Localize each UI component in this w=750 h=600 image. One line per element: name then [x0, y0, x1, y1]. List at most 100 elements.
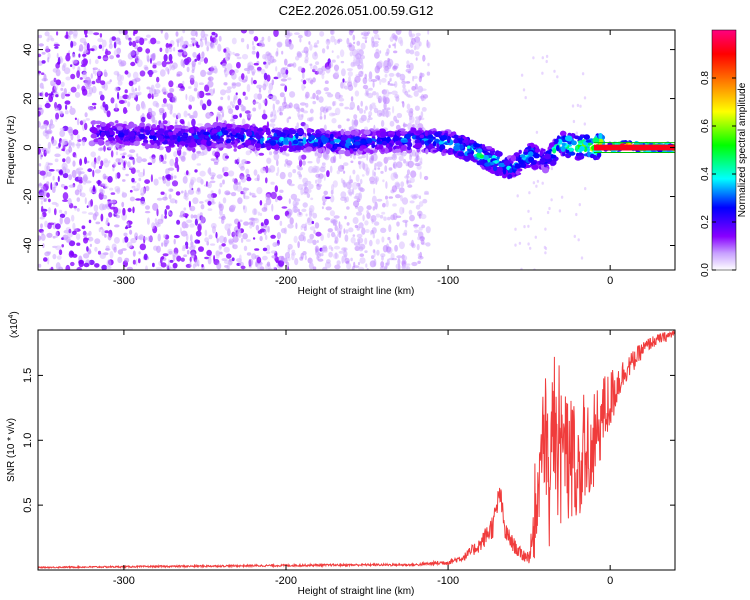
spectrogram-ridge-blob: [333, 144, 338, 150]
spectrogram-speckle: [76, 242, 81, 246]
spectrogram-speckle: [284, 158, 289, 164]
spectrogram-speckle: [302, 79, 307, 85]
spectrogram-speckle: [183, 51, 188, 56]
spectrogram-speckle: [364, 237, 368, 245]
spectrogram-speckle: [110, 97, 115, 104]
spectrogram-speckle: [38, 120, 41, 128]
spectrogram-ridge-blob: [577, 152, 584, 156]
spectrogram-speckle: [69, 107, 76, 116]
spectrogram-speckle: [372, 206, 375, 211]
spectrogram-speckle: [58, 110, 64, 115]
spectrogram-speckle: [42, 243, 45, 249]
spectrogram-speckle: [198, 246, 204, 252]
spectrogram-speckle: [411, 261, 418, 267]
spectrogram-speckle: [402, 122, 406, 128]
spectrogram-speckle: [135, 198, 142, 201]
spectrogram-marks: [38, 30, 675, 270]
spectrogram-speckle: [121, 248, 127, 251]
spectrogram-speckle: [412, 124, 415, 127]
spectrogram-speckle: [346, 37, 350, 45]
spectrogram-speckle: [409, 177, 415, 184]
spectrogram-speckle: [268, 82, 274, 91]
spectrogram-ridge-blob: [112, 125, 116, 129]
spectrogram-speckle: [373, 107, 379, 114]
x-tick-label: -300: [113, 275, 135, 287]
spectrogram-speckle: [188, 200, 191, 208]
spectrogram-speckle: [361, 154, 367, 159]
spectrogram-ridge-blob: [266, 145, 272, 151]
spectrogram-speckle: [389, 239, 392, 244]
spectrogram-speckle: [359, 257, 366, 264]
spectrogram-speckle: [83, 49, 87, 54]
spectrogram-ridge-blob: [432, 141, 437, 147]
snr-x-ticks: -300 -200 -100 0: [113, 330, 613, 587]
spectrogram-ridge-blob: [528, 156, 535, 162]
spectrogram-speckle: [89, 243, 92, 247]
spectrogram-speckle: [375, 213, 381, 218]
spectrogram-speckle: [218, 203, 222, 209]
spectrogram-speckle: [425, 242, 431, 247]
spectrogram-speckle: [252, 79, 257, 85]
spectrogram-speckle: [38, 163, 42, 167]
spectrogram-speckle: [85, 180, 92, 184]
spectrogram-speckle: [188, 43, 193, 47]
spectrogram-ridge-blob: [427, 139, 432, 144]
spectrogram-ridge-blob: [400, 139, 409, 143]
spectrogram-speckle: [46, 232, 53, 238]
spectrogram-speckle: [92, 67, 99, 71]
spectrogram-speckle: [391, 257, 398, 261]
spectrogram-speckle: [169, 109, 173, 115]
spectrogram-speckle: [206, 45, 209, 52]
spectrogram-speckle: [166, 61, 171, 65]
spectrogram-speckle: [287, 243, 293, 250]
spectrogram-speckle: [113, 206, 119, 214]
spectrogram-speckle: [296, 122, 300, 129]
spectrogram-speckle: [387, 81, 390, 85]
spectrogram-ridge-blob: [168, 125, 175, 130]
spectrogram-speckle: [59, 216, 63, 225]
spectrogram-speckle: [260, 222, 264, 227]
spectrogram-ridge-blob: [415, 130, 423, 135]
spectrogram-speckle: [268, 151, 273, 156]
spectrogram-speckle: [217, 106, 223, 111]
spectrogram-speckle: [331, 231, 336, 238]
spectrogram-speckle: [414, 151, 419, 159]
spectrogram-speckle: [276, 109, 280, 113]
spectrogram-ridge-blob: [493, 166, 497, 172]
spectrogram-speckle: [266, 95, 273, 99]
spectrogram-ridge-blob: [333, 138, 341, 143]
spectrogram-speckle: [259, 200, 263, 206]
spectrogram-speckle: [387, 236, 391, 241]
spectrogram-ridge-blob: [295, 132, 299, 139]
spectrogram-speckle: [292, 206, 299, 213]
spectrogram-speckle: [284, 85, 288, 92]
spectrogram-ridge-blob: [585, 139, 592, 143]
spectrogram-speckle: [363, 109, 366, 114]
spectrogram-speckle: [550, 198, 553, 202]
spectrogram-speckle: [331, 50, 334, 53]
spectrogram-speckle: [115, 37, 121, 45]
spectrogram-ridge-blob: [486, 146, 493, 150]
spectrogram-speckle: [394, 81, 398, 88]
spectrogram-ridge-blob: [144, 129, 150, 133]
spectrogram-speckle: [237, 232, 242, 238]
spectrogram-speckle: [93, 106, 96, 110]
spectrogram-speckle: [304, 254, 307, 261]
spectrogram-speckle: [91, 102, 97, 106]
spectrogram-speckle: [156, 76, 160, 83]
spectrogram-speckle: [293, 235, 298, 243]
spectrogram-speckle: [39, 170, 46, 176]
spectrogram-speckle: [386, 156, 390, 162]
spectrogram-speckle: [384, 110, 391, 118]
spectrogram-speckle: [78, 259, 84, 268]
spectrogram-speckle: [248, 30, 254, 35]
spectrogram-speckle: [265, 234, 268, 241]
spectrogram-speckle: [242, 205, 246, 210]
spectrogram-speckle: [398, 241, 405, 250]
spectrogram-speckle: [245, 168, 250, 175]
spectrogram-speckle: [388, 167, 393, 171]
spectrogram-speckle: [361, 36, 368, 40]
colorbar-tick-label: 0.8: [700, 71, 711, 85]
spectrogram-speckle: [261, 207, 268, 212]
spectrogram-speckle: [52, 68, 58, 73]
